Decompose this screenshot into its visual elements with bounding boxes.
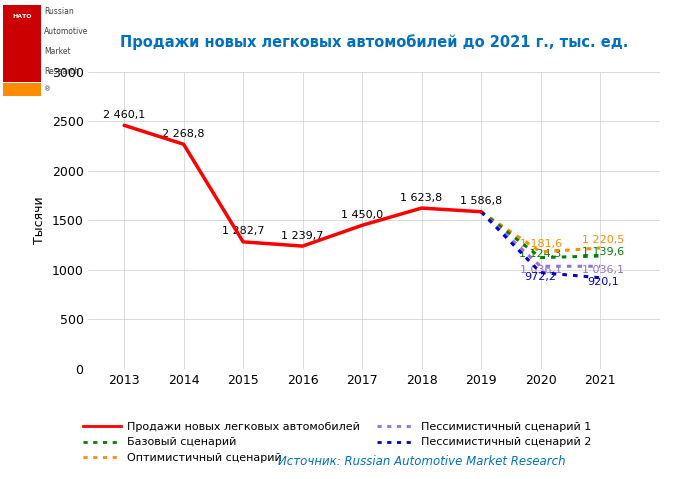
- Text: 920,1: 920,1: [588, 277, 619, 286]
- Bar: [3, 5, 41, 82]
- Y-axis label: Тысячи: Тысячи: [33, 196, 46, 244]
- Text: 1 181,6: 1 181,6: [520, 239, 562, 249]
- Text: Market: Market: [44, 46, 71, 56]
- Text: 1 220,5: 1 220,5: [582, 235, 624, 245]
- Text: НАТО: НАТО: [12, 14, 32, 19]
- Text: 1 239,7: 1 239,7: [282, 231, 324, 240]
- Bar: [3, 83, 41, 96]
- Text: ®: ®: [44, 87, 51, 93]
- Text: Продажи новых легковых автомобилей до 2021 г., тыс. ед.: Продажи новых легковых автомобилей до 20…: [120, 34, 628, 50]
- Text: 972,2: 972,2: [524, 272, 557, 282]
- Text: 1 124,3: 1 124,3: [520, 249, 562, 259]
- Legend: Продажи новых легковых автомобилей, Базовый сценарий, Оптимистичный сценарий, Пе: Продажи новых легковых автомобилей, Базо…: [82, 422, 592, 463]
- Text: Russian: Russian: [44, 7, 74, 16]
- Text: Источник: Russian Automotive Market Research: Источник: Russian Automotive Market Rese…: [278, 456, 565, 468]
- Text: 1 036,1: 1 036,1: [520, 265, 562, 275]
- Text: 1 586,8: 1 586,8: [460, 196, 503, 206]
- Text: 1 036,1: 1 036,1: [582, 265, 624, 275]
- Text: 1 139,6: 1 139,6: [582, 247, 624, 257]
- Text: 2 268,8: 2 268,8: [163, 129, 205, 139]
- Text: 2 460,1: 2 460,1: [103, 110, 146, 120]
- Text: 1 450,0: 1 450,0: [341, 210, 383, 220]
- Text: 1 623,8: 1 623,8: [401, 193, 443, 203]
- Text: 1 282,7: 1 282,7: [222, 227, 265, 237]
- Text: Automotive: Automotive: [44, 27, 88, 35]
- Text: Research: Research: [44, 67, 79, 76]
